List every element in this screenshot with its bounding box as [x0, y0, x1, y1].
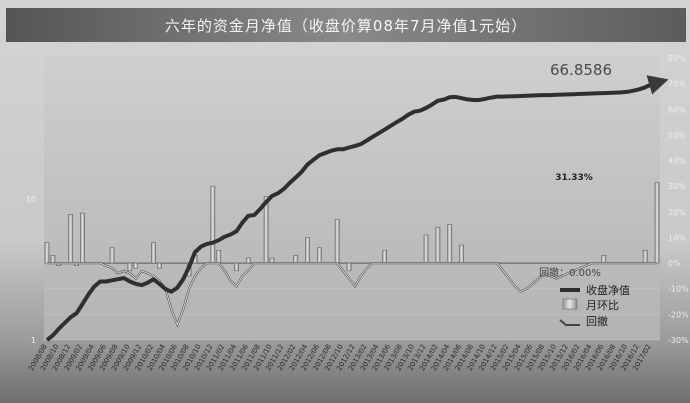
final-value-label: 66.8586: [550, 61, 612, 79]
bar-month-12: [109, 247, 115, 264]
legend-label-drawdown: 回撤: [586, 314, 608, 328]
chart-title-bar: 六年的资金月净值（收盘价算08年7月净值1元始）: [6, 8, 686, 42]
y-right-tick-9: -10%: [668, 285, 689, 294]
bar-month-58: [382, 249, 387, 264]
bar-month-5: [68, 214, 74, 264]
bar-month-29: [210, 185, 216, 264]
axes: 80% 70% 60% 50% 40% 30% 20% 10% 0% -10% -20% -30% 1 1…: [26, 54, 689, 345]
y-right-tick-1: 70%: [668, 80, 686, 89]
bar-month-102: [642, 249, 648, 264]
y-right-tick-8: 0%: [668, 259, 681, 268]
bar-month-35: [245, 257, 251, 264]
series-monthly-change: [44, 182, 660, 277]
chart-title: 六年的资金月净值（收盘价算08年7月净值1元始）: [164, 16, 528, 35]
legend-swatch-monthly-change: [562, 298, 578, 310]
bar-month-65: [423, 234, 429, 264]
y-right-tick-6: 20%: [668, 208, 686, 217]
y-right-tick-11: -30%: [668, 336, 689, 345]
bar-month-1: [44, 242, 50, 264]
x-axis-labels: 2008/082008/102008/122009/022009/042009/…: [27, 342, 653, 372]
bar-month-71: [459, 244, 464, 264]
series-drawdown: [47, 262, 657, 328]
bar-month-19: [151, 242, 156, 264]
bar-month-20: [157, 262, 162, 269]
bar-month-33: [234, 262, 239, 272]
y-right-tick-10: -20%: [668, 310, 689, 319]
bar-month-47: [317, 247, 322, 264]
bar-month-52: [346, 262, 352, 272]
bar-month-30: [216, 249, 222, 264]
y-right-tick-3: 50%: [668, 131, 686, 140]
y-right-tick-0: 80%: [668, 54, 686, 63]
y-right-tick-5: 30%: [668, 182, 686, 191]
plot-area: [44, 58, 660, 340]
y-right-tick-7: 10%: [668, 233, 686, 242]
series-close-nav: [45, 75, 669, 342]
drawdown-line-highlight: [47, 262, 657, 326]
legend: 收盘净值 月环比 回撤: [559, 283, 630, 328]
legend-label-monthly-change: 月环比: [586, 299, 619, 312]
y-left-tick-0: 1: [31, 336, 36, 345]
bar-month-67: [435, 226, 441, 264]
last-month-change-label: 31.33%: [555, 173, 593, 183]
drawdown-current-label: 回撤：0.00%: [539, 266, 601, 279]
y-left-tick-1: 10: [26, 195, 36, 204]
y-right-tick-2: 60%: [668, 105, 686, 114]
bar-month-7: [80, 212, 85, 264]
legend-label-close-nav: 收盘净值: [586, 283, 630, 297]
bar-month-104: [654, 182, 660, 264]
bar-month-95: [601, 255, 607, 264]
bar-month-43: [293, 255, 299, 264]
y-right-tick-4: 40%: [668, 157, 686, 166]
close-nav-line: [45, 75, 669, 342]
bar-month-45: [305, 237, 310, 264]
legend-swatch-drawdown: [559, 319, 580, 326]
bar-month-16: [133, 262, 139, 269]
bar-month-2: [50, 255, 56, 264]
bar-month-69: [447, 224, 453, 264]
bar-month-15: [127, 262, 133, 272]
grid: [44, 57, 660, 341]
bar-month-50: [334, 219, 340, 264]
